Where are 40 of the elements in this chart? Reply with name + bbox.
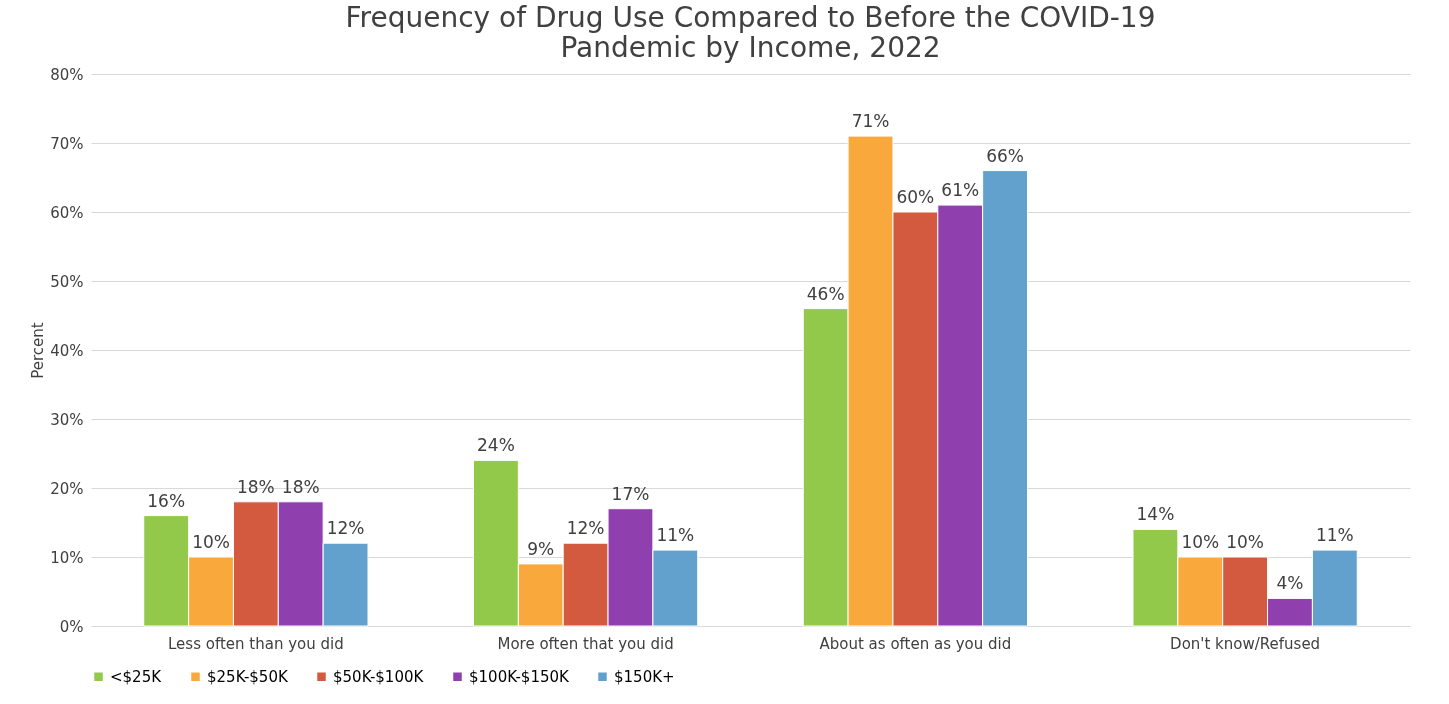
x-tick-label: More often that you did [497, 634, 674, 653]
data-label: 66% [986, 145, 1024, 166]
y-tick-label: 0% [59, 617, 84, 636]
data-label: 18% [281, 476, 320, 497]
data-label: 12% [326, 518, 365, 539]
data-label: 18% [236, 476, 275, 497]
y-tick-label: 70% [50, 134, 84, 153]
data-label: 12% [566, 518, 605, 539]
y-axis-title: Percent [29, 322, 48, 379]
data-label: 9% [527, 538, 555, 559]
data-label: 4% [1276, 573, 1304, 594]
data-label: 61% [941, 180, 980, 201]
data-label: 11% [656, 525, 695, 546]
data-label: 10% [1226, 532, 1265, 552]
data-label: 24% [477, 435, 515, 456]
legend-label: $50K-$100K [333, 667, 425, 686]
y-tick-label: 80% [50, 65, 84, 84]
legend-label: $150K+ [614, 667, 675, 686]
data-label: 17% [611, 483, 650, 504]
y-tick-label: 30% [50, 410, 84, 429]
x-tick-label: About as often as you did [819, 634, 1012, 653]
y-tick-label: 50% [50, 272, 84, 291]
legend-label: $25K-$50K [207, 667, 289, 686]
x-tick-label: Less often than you did [168, 634, 344, 653]
data-label: 10% [192, 532, 230, 552]
data-label: 46% [806, 283, 845, 304]
data-label: 60% [896, 187, 935, 207]
legend-label: <$25K [110, 667, 163, 686]
data-label: 11% [1315, 525, 1354, 546]
data-label: 71% [851, 111, 890, 132]
y-tick-label: 10% [50, 548, 84, 567]
data-label: 10% [1181, 532, 1220, 552]
x-tick-label: Don't know/Refused [1170, 634, 1321, 653]
data-label: 16% [147, 490, 186, 511]
y-tick-label: 60% [50, 203, 84, 222]
legend-label: $100K-$150K [469, 667, 571, 686]
y-tick-label: 40% [50, 341, 84, 360]
y-tick-label: 20% [50, 479, 84, 498]
data-label: 14% [1136, 504, 1175, 525]
chart-title: Frequency of Drug Use Compared to Before the COVID-19 Pandemic by Income, 2022 [345, 1, 1156, 64]
